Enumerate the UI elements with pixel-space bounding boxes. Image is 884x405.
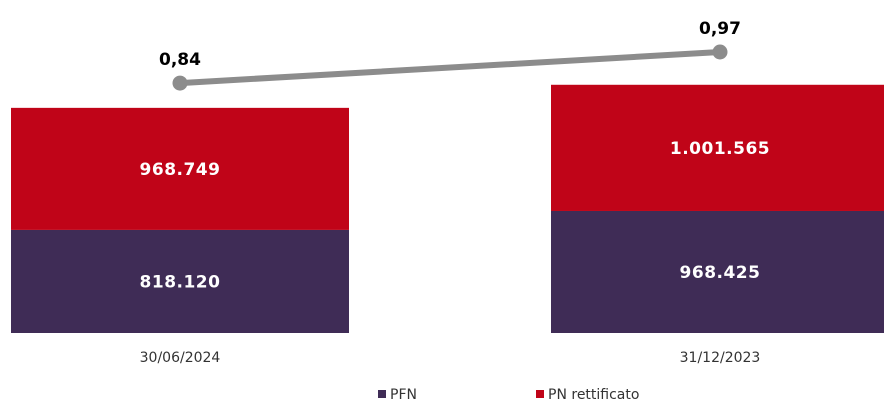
category-labels-layer: 30/06/2024 31/12/2023	[140, 350, 761, 366]
ratio-line	[177, 49, 723, 87]
category-label: 31/12/2023	[680, 350, 761, 366]
ratio-value-label: 0,97	[699, 19, 741, 39]
bar-pn-rettificato-1	[551, 84, 884, 211]
bar-pn-rettificato-0	[11, 107, 349, 230]
bar-pfn-0	[11, 229, 349, 333]
bars-layer	[11, 84, 884, 333]
legend-swatch	[536, 390, 544, 398]
bar-value-label: 968.749	[140, 160, 221, 180]
ratio-value-label: 0,84	[159, 50, 201, 70]
legend-item-label: PFN	[390, 387, 417, 403]
bar-labels-layer: 818.120 968.749 968.425 1.001.565	[140, 139, 770, 293]
bar-pfn-1	[551, 210, 884, 333]
legend-item-label: PN rettificato	[548, 387, 639, 403]
legend-swatch	[378, 390, 386, 398]
bar-value-label: 1.001.565	[670, 139, 770, 159]
legend: PFN PN rettificato	[378, 387, 639, 403]
ratio-point	[172, 75, 188, 91]
bar-value-label: 968.425	[680, 263, 761, 283]
ratio-point	[712, 44, 728, 60]
ratio-line-layer: 0,84 0,97	[159, 19, 741, 91]
bar-value-label: 818.120	[140, 272, 221, 292]
category-label: 30/06/2024	[140, 350, 221, 366]
